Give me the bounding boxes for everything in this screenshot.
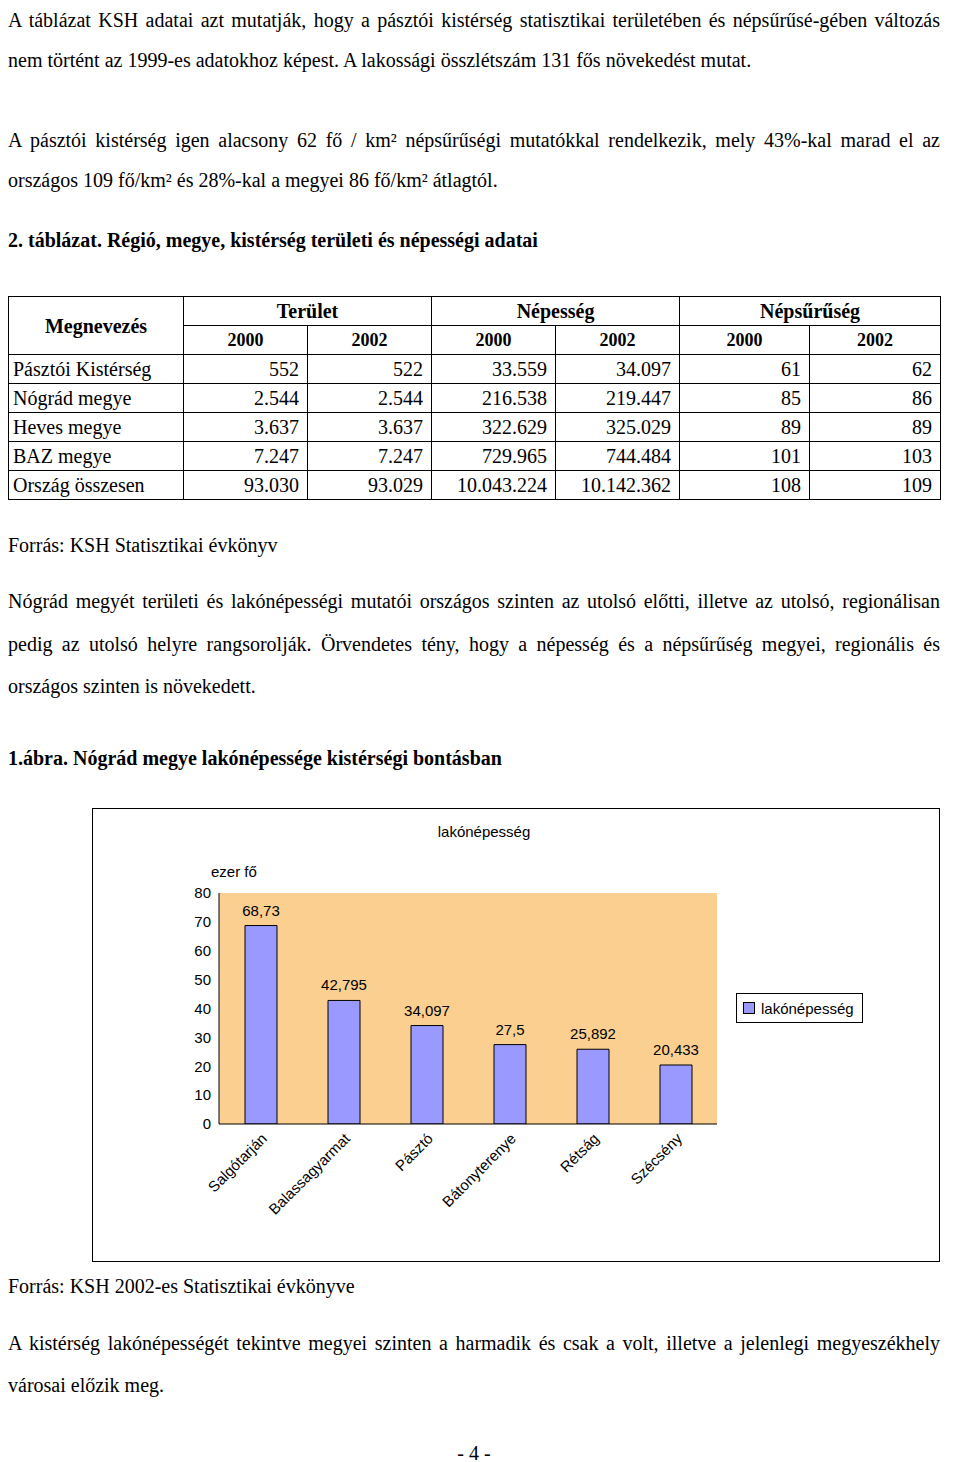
html-text:219.447: 219.447: [606, 387, 671, 409]
svg-text:40: 40: [194, 1000, 211, 1017]
html-text:109: 109: [902, 474, 932, 496]
html-text:2. táblázat. Régió, megye, kis: 2. táblázat. Régió, megye, kistérség ter…: [8, 229, 538, 251]
html-text:3.637: 3.637: [378, 416, 423, 438]
html-text:2002: 2002: [857, 330, 893, 350]
html-text:62: 62: [912, 358, 932, 380]
html-text:322.629: 322.629: [482, 416, 547, 438]
html-text:2.544: 2.544: [378, 387, 423, 409]
html-text:10.142.362: 10.142.362: [581, 474, 671, 496]
html-text:A pásztói kistérség igen alacs: A pásztói kistérség igen alacsony 62 fő …: [8, 129, 940, 191]
html-text:10.043.224: 10.043.224: [457, 474, 547, 496]
svg-text:34,097: 34,097: [404, 1002, 450, 1019]
html-text:61: 61: [781, 358, 801, 380]
html-text:Népesség: Népesség: [516, 300, 595, 322]
html-text:34.097: 34.097: [616, 358, 671, 380]
svg-text:60: 60: [194, 942, 211, 959]
html-text:7.247: 7.247: [254, 445, 299, 467]
svg-text:30: 30: [194, 1029, 211, 1046]
svg-text:Pásztó: Pásztó: [392, 1130, 436, 1174]
svg-text:42,795: 42,795: [321, 976, 367, 993]
html-text:Forrás: KSH Statisztikai évkön: Forrás: KSH Statisztikai évkönyv: [8, 534, 278, 556]
html-text:BAZ megye: BAZ megye: [13, 445, 112, 467]
svg-text:20: 20: [194, 1058, 211, 1075]
svg-text:Szécsény: Szécsény: [627, 1129, 685, 1187]
html-text:93.030: 93.030: [244, 474, 299, 496]
html-text:729.965: 729.965: [482, 445, 547, 467]
html-text:85: 85: [781, 387, 801, 409]
svg-text:80: 80: [194, 884, 211, 901]
html-text:2002: 2002: [351, 330, 388, 350]
svg-text:68,73: 68,73: [242, 902, 280, 919]
html-text:89: 89: [912, 416, 932, 438]
html-text:325.029: 325.029: [606, 416, 671, 438]
svg-text:25,892: 25,892: [570, 1025, 616, 1042]
html-text:522: 522: [393, 358, 423, 380]
svg-text:70: 70: [194, 913, 211, 930]
html-text:744.484: 744.484: [606, 445, 671, 467]
html-text:lakónépesség: lakónépesség: [761, 999, 854, 1017]
html-text:Ország összesen: Ország összesen: [13, 474, 145, 496]
html-text:A táblázat KSH adatai azt muta: A táblázat KSH adatai azt mutatják, hogy…: [8, 9, 940, 71]
html-text:ezer fő: ezer fő: [211, 863, 257, 880]
html-text:33.559: 33.559: [492, 358, 547, 380]
html-text:103: 103: [902, 445, 932, 467]
svg-text:0: 0: [203, 1115, 211, 1132]
html-text:7.247: 7.247: [378, 445, 423, 467]
svg-text:50: 50: [194, 971, 211, 988]
html-text:216.538: 216.538: [482, 387, 547, 409]
html-text:2000: 2000: [475, 330, 512, 350]
svg-text:10: 10: [194, 1086, 211, 1103]
html-text:Nógrád megyét területi és lakó: Nógrád megyét területi és lakónépességi …: [8, 590, 940, 697]
html-text:Megnevezés: Megnevezés: [44, 314, 148, 337]
html-text:Heves megye: Heves megye: [13, 416, 122, 438]
svg-text:Bátonyterenye: Bátonyterenye: [439, 1130, 519, 1210]
html-text:86: 86: [912, 387, 932, 409]
html-text:89: 89: [781, 416, 801, 438]
svg-text:Rétság: Rétság: [557, 1130, 603, 1176]
html-text:2000: 2000: [227, 330, 264, 350]
svg-text:Salgótarján: Salgótarján: [204, 1130, 270, 1196]
html-text:Népsűrűség: Népsűrűség: [760, 300, 860, 322]
html-text:Pásztói Kistérség: Pásztói Kistérség: [13, 358, 152, 380]
html-text:lakónépesség: lakónépesség: [437, 823, 531, 840]
html-text:93.029: 93.029: [368, 474, 423, 496]
html-text:108: 108: [771, 474, 801, 496]
html-text:2.544: 2.544: [254, 387, 299, 409]
html-text:Terület: Terület: [276, 300, 339, 322]
html-text:A kistérség lakónépességét tek: A kistérség lakónépességét tekintve megy…: [8, 1332, 940, 1396]
html-text:2002: 2002: [599, 330, 636, 350]
html-text:1.ábra. Nógrád megye lakónépes: 1.ábra. Nógrád megye lakónépessége kisté…: [8, 747, 502, 769]
html-text:Forrás: KSH 2002-es Statisztik: Forrás: KSH 2002-es Statisztikai évkönyv…: [8, 1275, 355, 1297]
svg-text:Balassagyarmat: Balassagyarmat: [265, 1129, 354, 1218]
svg-text:27,5: 27,5: [495, 1021, 524, 1038]
html-text:Nógrád megye: Nógrád megye: [13, 387, 132, 409]
html-text:101: 101: [771, 445, 801, 467]
html-text:3.637: 3.637: [254, 416, 299, 438]
html-text:2000: 2000: [726, 330, 763, 350]
svg-text:20,433: 20,433: [653, 1041, 699, 1058]
html-text:552: 552: [269, 358, 299, 380]
